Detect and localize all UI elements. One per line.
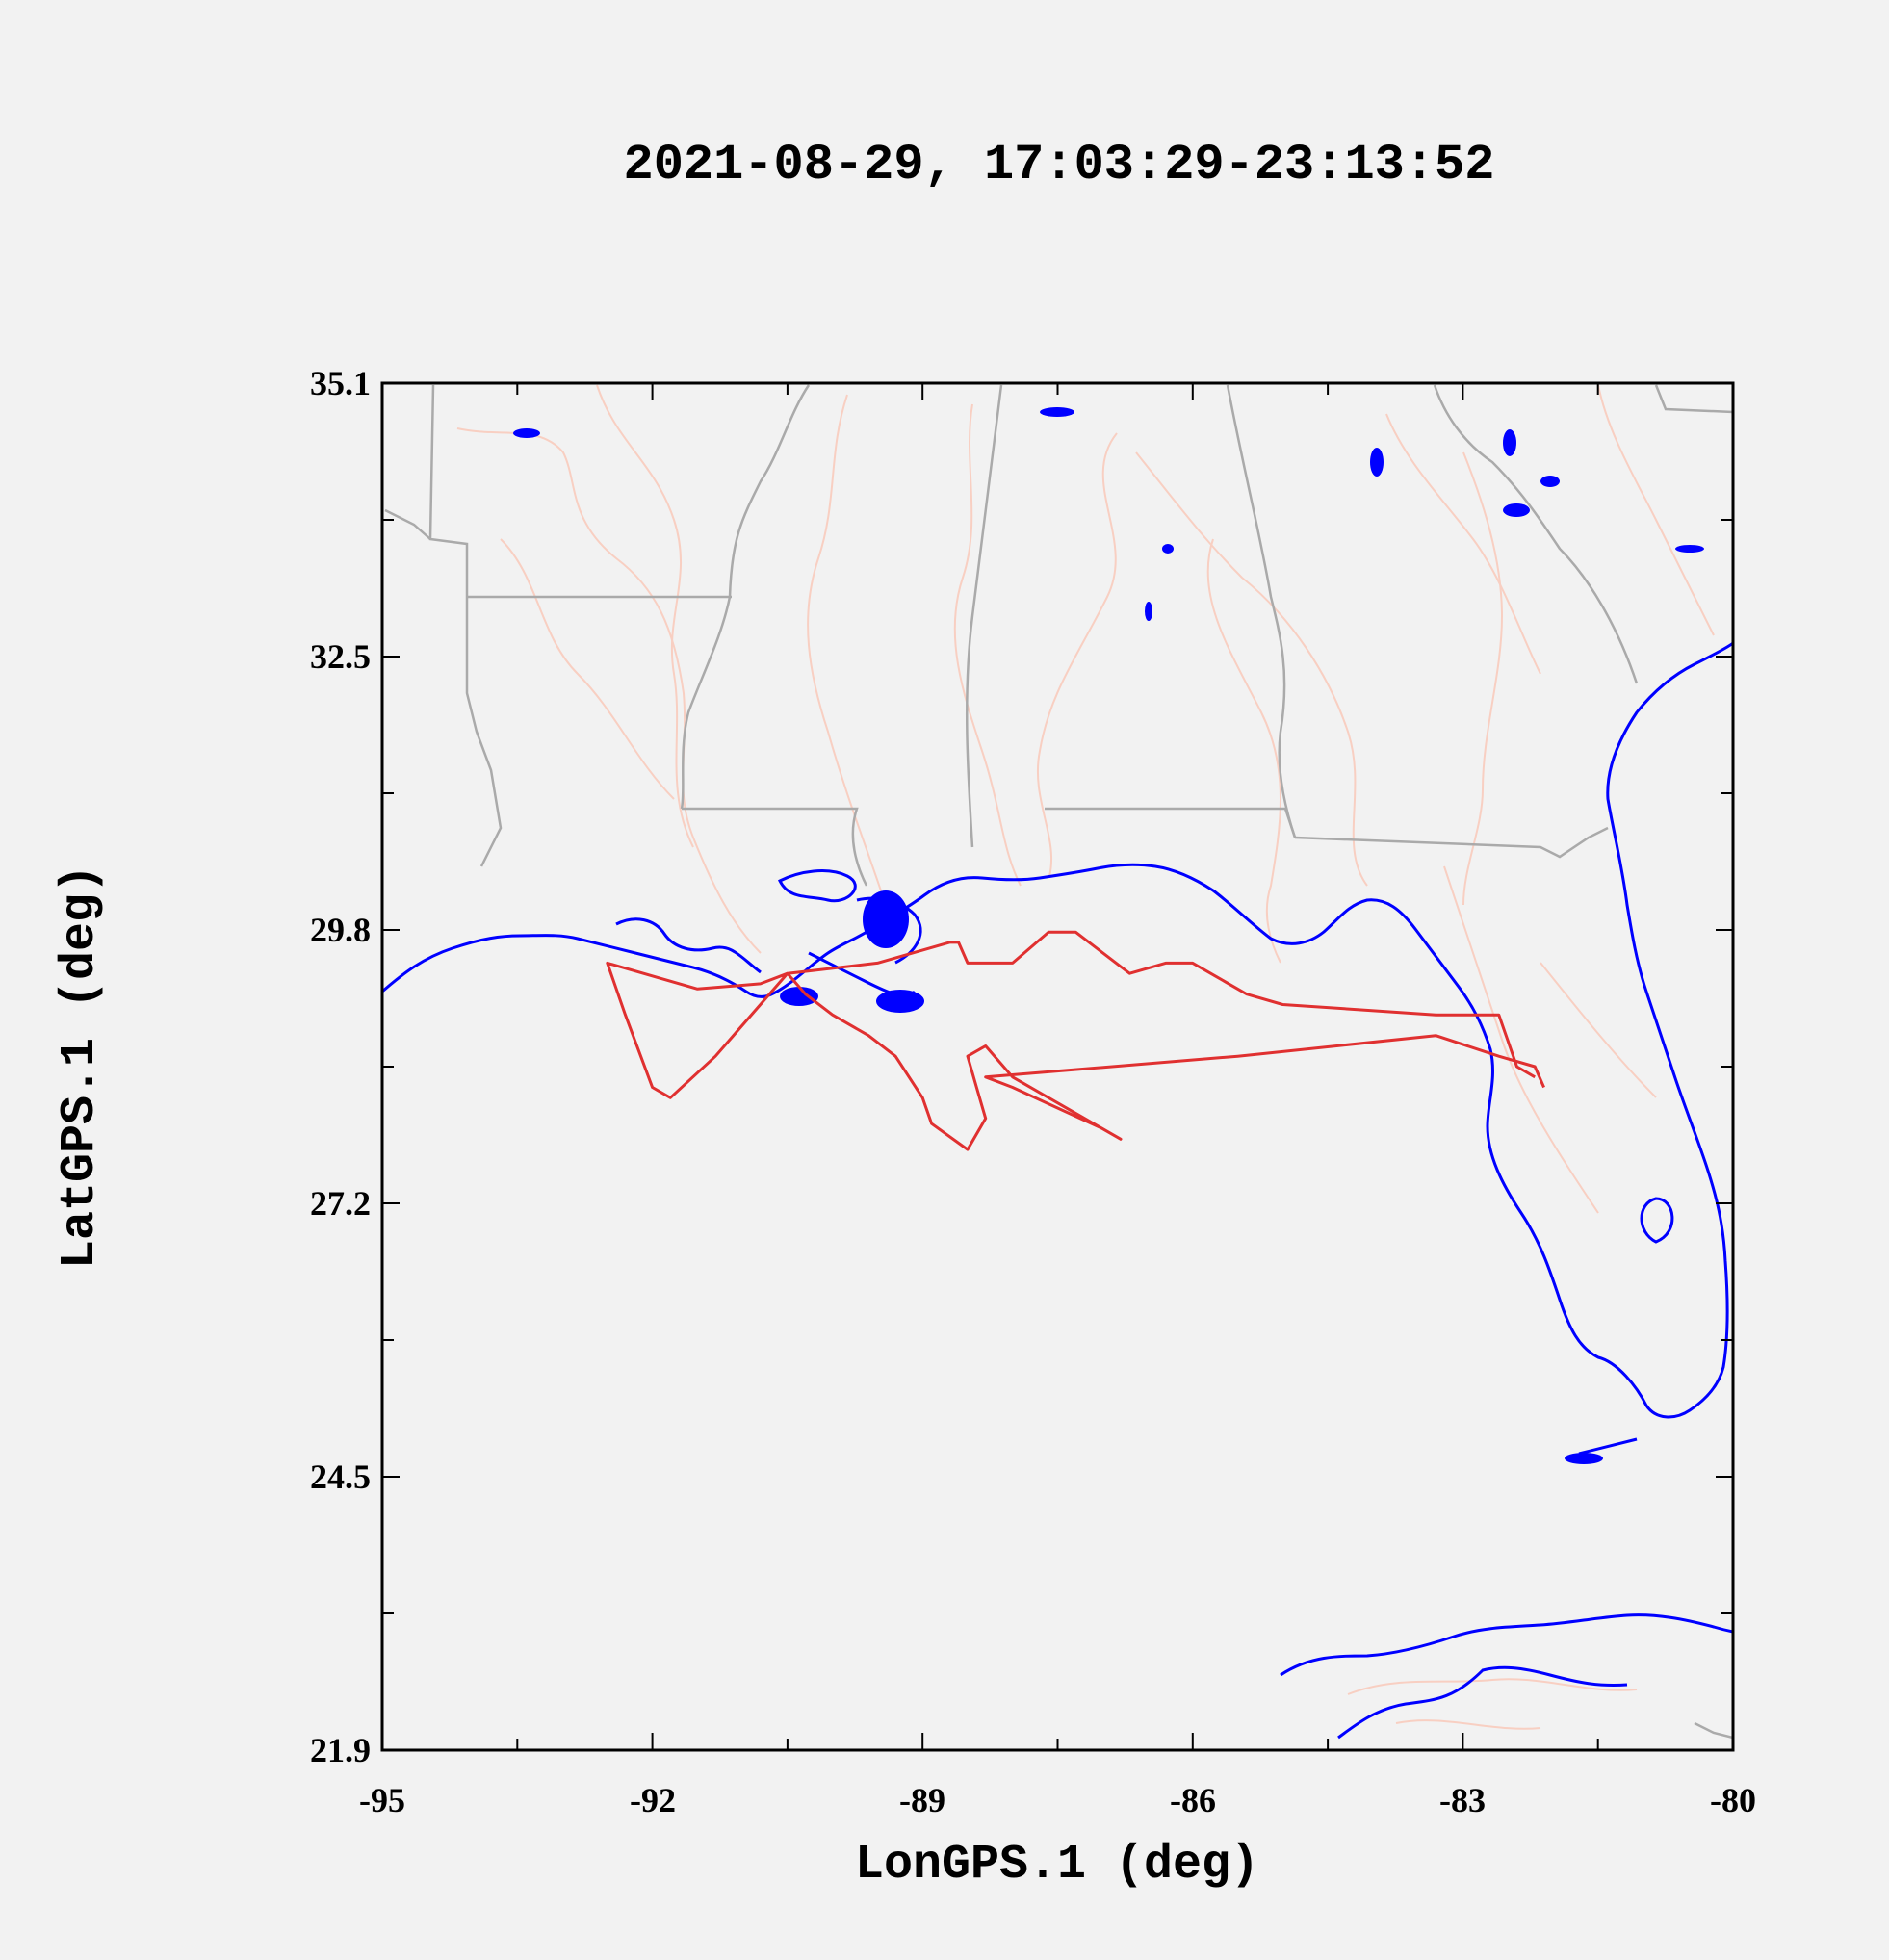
y-tick-label: 21.9: [310, 1731, 371, 1769]
y-tick-label: 29.8: [310, 911, 371, 949]
x-tick-label: -80: [1710, 1781, 1756, 1819]
y-tick-label: 35.1: [310, 364, 371, 402]
axis-ticks: [381, 382, 1734, 1751]
y-tick-label: 32.5: [310, 637, 371, 676]
lakes-layer: [513, 407, 1704, 1464]
plot-area: [382, 383, 1733, 1750]
x-tick-labels: -95 -92 -89 -86 -83 -80: [359, 1781, 1756, 1819]
plot-title: 2021-08-29, 17:03:29-23:13:52: [624, 137, 1495, 193]
x-tick-label: -92: [630, 1781, 676, 1819]
x-tick-label: -83: [1439, 1781, 1486, 1819]
y-tick-label: 24.5: [310, 1457, 371, 1496]
state-borders-layer: [384, 384, 1733, 1740]
y-tick-label: 27.2: [310, 1184, 371, 1223]
y-tick-labels: 35.1 32.5 29.8 27.2 24.5 21.9: [310, 364, 371, 1769]
y-axis-label: LatGPS.1 (deg): [53, 864, 108, 1269]
coastline-layer: [382, 641, 1733, 1740]
x-axis-label: LonGPS.1 (deg): [855, 1838, 1259, 1893]
x-tick-label: -89: [899, 1781, 945, 1819]
flight-track-line: [606, 930, 1545, 1151]
x-tick-label: -95: [359, 1781, 405, 1819]
x-tick-label: -86: [1170, 1781, 1216, 1819]
